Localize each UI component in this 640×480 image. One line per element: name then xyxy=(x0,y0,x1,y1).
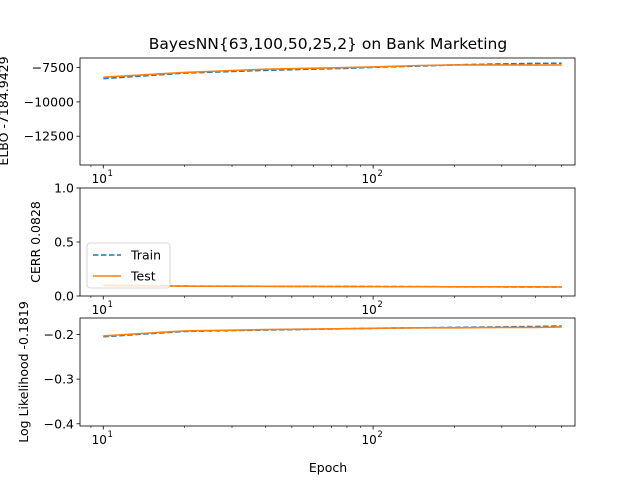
cerr-x-tick-exponent: 1 xyxy=(108,300,113,310)
legend-test-label: Test xyxy=(130,269,156,284)
loglik-x-tick-label: 10 xyxy=(361,433,376,447)
elbo-ylabel: ELBO -7184.9429 xyxy=(0,56,11,165)
loglik-test-line xyxy=(103,326,562,337)
loglik-x-tick-exponent: 1 xyxy=(108,430,113,440)
loglik-y-tick-label: −0.3 xyxy=(44,372,74,387)
cerr-x-tick-label: 10 xyxy=(361,303,376,317)
cerr-y-tick-label: 0.5 xyxy=(54,235,74,250)
cerr-plot-area: 10 1 10 20.00.51.0 xyxy=(54,181,563,317)
cerr-x-tick-label: 10 xyxy=(92,303,107,317)
loglik-axes-frame xyxy=(79,317,576,427)
cerr-test-line xyxy=(103,284,562,288)
elbo-x-tick-exponent: 1 xyxy=(108,169,113,179)
elbo-y-tick-label: −12500 xyxy=(24,129,74,144)
legend-train-label: Train xyxy=(130,248,161,263)
loglik-y-tick-label: −0.4 xyxy=(44,416,74,431)
elbo-x-tick-exponent: 2 xyxy=(377,169,382,179)
elbo-x-tick-label: 10 xyxy=(92,172,107,186)
elbo-y-tick-label: −10000 xyxy=(24,94,74,109)
cerr-y-tick-label: 0.0 xyxy=(54,289,74,304)
legend: Train Test xyxy=(86,242,171,289)
loglik-ylabel: Log Likelihood -0.1819 xyxy=(16,301,31,443)
elbo-y-tick-label: −7500 xyxy=(32,60,74,75)
elbo-axes-frame xyxy=(79,57,576,166)
loglik-x-tick-label: 10 xyxy=(92,433,107,447)
loglik-plot-area: 10 1 10 2−0.2−0.3−0.4 xyxy=(44,325,563,447)
loglik-y-tick-label: −0.2 xyxy=(44,327,74,342)
cerr-y-tick-label: 1.0 xyxy=(54,181,74,196)
cerr-ylabel: CERR 0.0828 xyxy=(28,201,43,283)
loglik-panel: 10 1 10 2−0.2−0.3−0.4 Log Likelihood -0.181… xyxy=(16,301,576,475)
xlabel-epoch: Epoch xyxy=(309,460,347,475)
loglik-x-tick-exponent: 2 xyxy=(377,430,382,440)
elbo-test-line xyxy=(103,64,562,78)
elbo-train-line xyxy=(103,62,562,80)
elbo-plot-area: 10 1 10 2−7500−10000−12500 xyxy=(24,60,563,186)
elbo-panel: BayesNN{63,100,50,25,2} on Bank Marketin… xyxy=(0,35,576,186)
elbo-x-tick-label: 10 xyxy=(361,172,376,186)
cerr-panel: 10 1 10 20.00.51.0 CERR 0.0828 Train Test xyxy=(28,181,576,317)
chart-title: BayesNN{63,100,50,25,2} on Bank Marketin… xyxy=(149,35,507,53)
cerr-x-tick-exponent: 2 xyxy=(377,300,382,310)
